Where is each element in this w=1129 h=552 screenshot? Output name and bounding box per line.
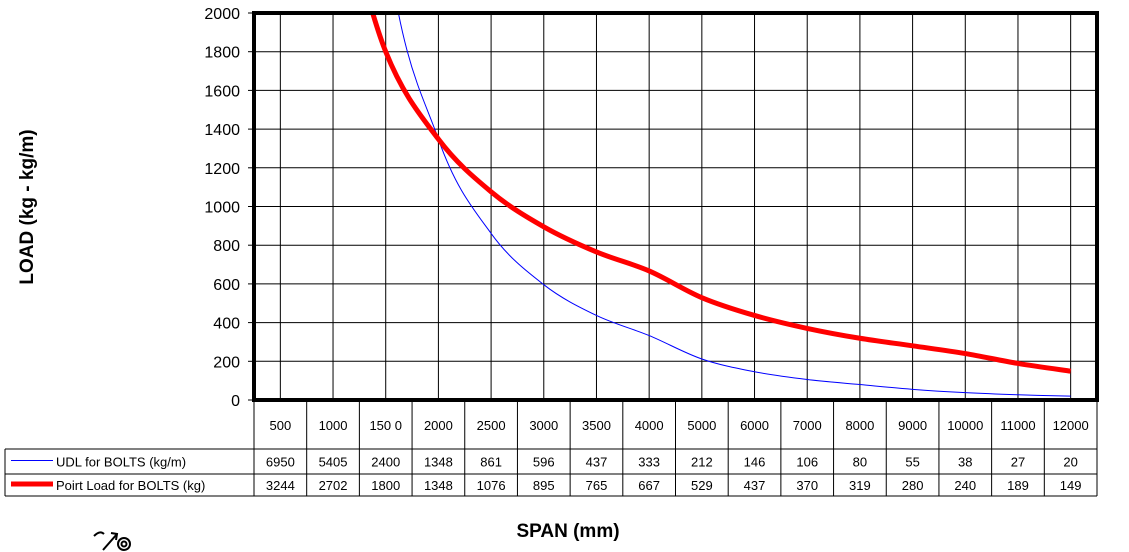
x-tick-label-0: 500 <box>269 418 291 433</box>
data-label-1-8: 529 <box>691 478 713 493</box>
data-label-0-7: 333 <box>638 455 660 470</box>
y-tick-label-7: 1400 <box>204 122 240 139</box>
y-tick-label-6: 1200 <box>204 161 240 178</box>
y-tick-label-9: 1800 <box>204 45 240 62</box>
x-tick-label-13: 10000 <box>947 418 983 433</box>
data-label-0-0: 6950 <box>266 455 295 470</box>
data-label-0-2: 2400 <box>371 455 400 470</box>
y-tick-label-0: 0 <box>231 393 240 410</box>
data-label-0-12: 55 <box>905 455 919 470</box>
y-tick-label-10: 2000 <box>204 6 240 23</box>
y-axis-title: LOAD (kg - kg/m) <box>17 129 38 284</box>
data-label-0-5: 596 <box>533 455 555 470</box>
legend-label-0: UDL for BOLTS (kg/m) <box>56 455 186 470</box>
x-tick-label-10: 7000 <box>793 418 822 433</box>
data-label-0-9: 146 <box>744 455 766 470</box>
x-tick-label-14: 11000 <box>1000 418 1035 433</box>
data-label-1-9: 437 <box>744 478 766 493</box>
data-label-1-11: 319 <box>849 478 871 493</box>
y-tick-label-4: 800 <box>213 238 240 255</box>
x-tick-label-3: 2000 <box>424 418 453 433</box>
data-label-1-6: 765 <box>586 478 608 493</box>
data-label-0-11: 80 <box>853 455 867 470</box>
data-label-1-7: 667 <box>638 478 660 493</box>
x-tick-label-4: 2500 <box>477 418 506 433</box>
legend-label-1: Poirt Load for BOLTS (kg) <box>56 478 205 493</box>
y-axis-ticks: 0 200 400 600 800 1000 1200 1400 1600 1800 2000 <box>204 6 254 410</box>
data-label-1-14: 189 <box>1007 478 1029 493</box>
x-tick-label-9: 6000 <box>740 418 769 433</box>
x-tick-label-11: 8000 <box>845 418 874 433</box>
data-label-1-13: 240 <box>954 478 976 493</box>
data-label-1-0: 3244 <box>266 478 295 493</box>
x-tick-label-15: 12000 <box>1053 418 1089 433</box>
y-tick-label-5: 1000 <box>204 200 240 217</box>
data-label-0-6: 437 <box>586 455 608 470</box>
x-tick-label-6: 3500 <box>582 418 611 433</box>
y-tick-label-3: 600 <box>213 277 240 294</box>
data-label-1-15: 149 <box>1060 478 1082 493</box>
series-lines <box>370 13 1072 397</box>
data-label-0-1: 5405 <box>319 455 348 470</box>
data-table: 500 1000 150 0 2000 2500 3000 3500 4000 5000 6000… <box>4 399 1098 497</box>
data-label-1-5: 895 <box>533 478 555 493</box>
data-label-1-3: 1348 <box>424 478 453 493</box>
series-line-1 <box>370 13 1072 374</box>
x-tick-label-7: 4000 <box>635 418 664 433</box>
data-label-0-4: 861 <box>480 455 502 470</box>
y-tick-label-8: 1600 <box>204 83 240 100</box>
y-tick-label-2: 400 <box>213 316 240 333</box>
data-label-0-3: 1348 <box>424 455 453 470</box>
data-label-1-1: 2702 <box>319 478 348 493</box>
x-tick-label-8: 5000 <box>687 418 716 433</box>
x-tick-label-1: 1000 <box>319 418 348 433</box>
x-tick-label-12: 9000 <box>898 418 927 433</box>
y-tick-label-1: 200 <box>213 354 240 371</box>
grid-lines <box>254 12 1097 401</box>
data-label-1-10: 370 <box>796 478 818 493</box>
data-label-0-14: 27 <box>1011 455 1025 470</box>
x-axis-title: SPAN (mm) <box>516 521 619 542</box>
data-label-0-8: 212 <box>691 455 713 470</box>
logo-icon <box>93 531 131 551</box>
data-label-0-13: 38 <box>958 455 972 470</box>
data-label-1-12: 280 <box>902 478 924 493</box>
x-tick-label-2: 150 0 <box>369 418 402 433</box>
x-tick-label-5: 3000 <box>529 418 558 433</box>
data-label-1-4: 1076 <box>477 478 506 493</box>
data-label-0-10: 106 <box>796 455 818 470</box>
series-line-0 <box>397 13 1071 397</box>
data-label-1-2: 1800 <box>371 478 400 493</box>
data-label-0-15: 20 <box>1063 455 1077 470</box>
